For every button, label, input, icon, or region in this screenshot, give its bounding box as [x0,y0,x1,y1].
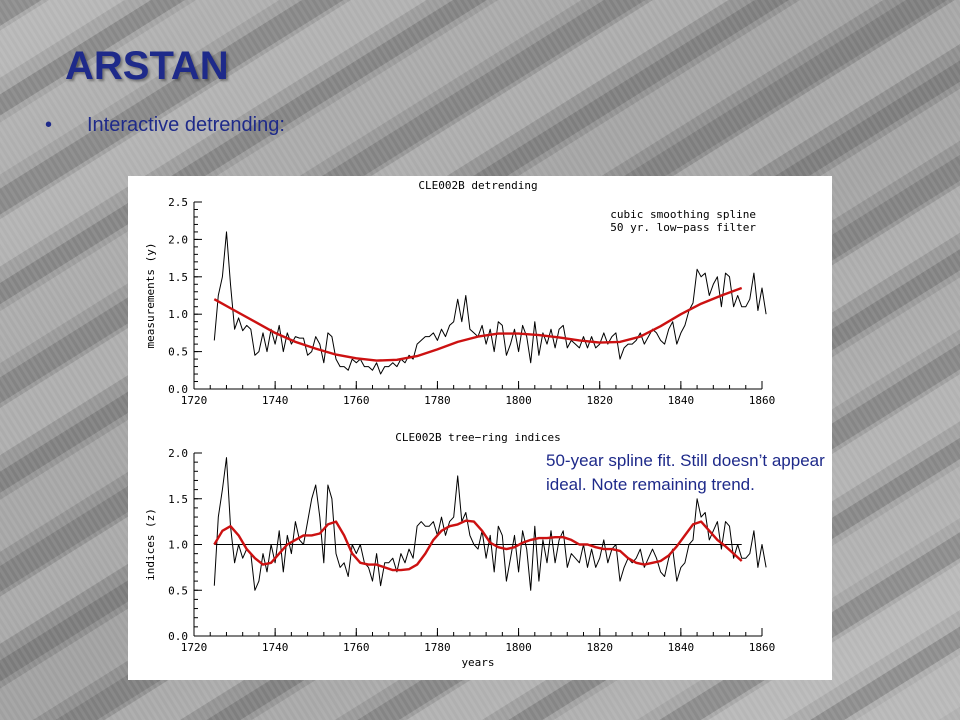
chart-1: CLE002B detrending 0.0 0.5 1.0 1.5 2.0 2.5 1720… [144,179,775,407]
raw-series-line [213,457,767,591]
chart-2: CLE002B tree−ring indices 0.0 0.5 1.0 1.5 2.0… [144,431,775,669]
y-tick-label: 2.0 [168,233,188,246]
x-tick-label: 1840 [668,641,695,654]
x-tick-label: 1720 [181,641,208,654]
x-tick-label: 1720 [181,394,208,407]
y-axis-label: measurements (y) [144,243,157,349]
x-tick-label: 1780 [424,641,451,654]
x-tick-label: 1820 [586,394,613,407]
y-tick-label: 0.0 [168,630,188,643]
chart-annotation: 50 yr. low−pass filter [610,221,756,234]
x-tick-label: 1780 [424,394,451,407]
x-axis-label: years [461,656,494,669]
y-tick-label: 0.5 [168,346,188,359]
y-tick-label: 1.5 [168,271,188,284]
y-tick-label: 0.5 [168,584,188,597]
spline-fit-line [213,519,743,572]
x-tick-label: 1800 [505,641,531,654]
slide-title: ARSTAN [65,44,229,88]
spline-fit-line [213,286,743,362]
chart-annotation: cubic smoothing spline [610,208,756,221]
bullet-text: Interactive detrending: [87,114,285,136]
y-tick-label: 1.0 [168,539,188,552]
x-tick-label: 1800 [505,394,531,407]
plot-panel: CLE002B detrending 0.0 0.5 1.0 1.5 2.0 2.5 1720… [128,176,832,680]
annotation-note: 50-year spline fit. Still doesn’t appear… [546,451,825,494]
bullet-dot: • [45,114,53,136]
chart-title: CLE002B detrending [418,179,537,192]
detrending-charts: CLE002B detrending 0.0 0.5 1.0 1.5 2.0 2.5 1720… [144,179,775,669]
x-tick-label: 1740 [262,394,289,407]
x-tick-label: 1820 [586,641,613,654]
raw-series-line [213,231,767,375]
y-tick-label: 2.5 [168,196,188,209]
y-tick-label: 0.0 [168,383,188,396]
x-tick-label: 1760 [343,641,370,654]
y-tick-label: 1.5 [168,493,188,506]
y-tick-label: 1.0 [168,308,188,321]
x-tick-label: 1740 [262,641,289,654]
y-tick-label: 2.0 [168,447,188,460]
x-tick-label: 1840 [668,394,695,407]
x-tick-label: 1860 [749,394,776,407]
chart-title: CLE002B tree−ring indices [395,431,561,444]
y-axis-label: indices (z) [144,508,157,581]
x-tick-label: 1760 [343,394,370,407]
x-tick-label: 1860 [749,641,776,654]
